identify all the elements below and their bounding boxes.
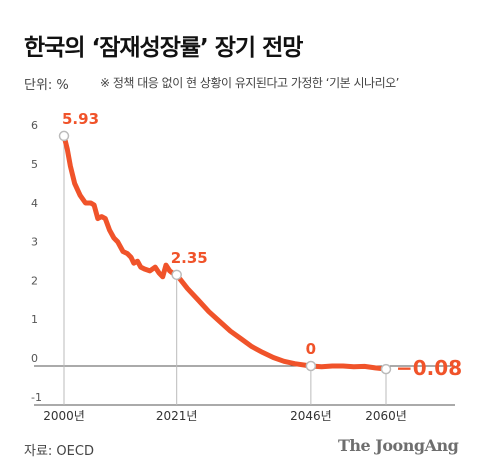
y-tick-label: 5	[31, 158, 38, 171]
data-point-marker	[380, 363, 392, 375]
y-tick-label: 0	[31, 352, 38, 365]
x-tick-label: 2060년	[365, 409, 407, 423]
data-label: −0.08	[396, 356, 462, 380]
chart-title: 한국의 ‘잠재성장률’ 장기 전망	[24, 35, 303, 61]
x-tick-label: 2000년	[43, 409, 85, 423]
y-tick-label: -1	[31, 391, 42, 404]
data-label: 0	[306, 340, 316, 358]
x-tick-label: 2021년	[156, 409, 198, 423]
scenario-note: ※ 정책 대응 없이 현 상황이 유지된다고 가정한 ‘기본 시나리오’	[100, 76, 399, 90]
publisher-logo: The JoongAng	[338, 436, 459, 455]
data-point-marker	[305, 360, 317, 372]
unit-label: 단위: %	[24, 78, 69, 93]
y-tick-label: 1	[31, 313, 38, 326]
x-tick-label: 2046년	[290, 409, 332, 423]
y-tick-label: 3	[31, 236, 38, 249]
y-tick-label: 6	[31, 119, 38, 132]
y-tick-label: 4	[31, 197, 38, 210]
data-label: 2.35	[171, 249, 208, 267]
data-point-marker	[171, 269, 182, 281]
y-tick-label: 2	[31, 274, 38, 287]
source-label: 자료: OECD	[24, 444, 94, 459]
series-line	[61, 133, 389, 372]
data-point-marker	[58, 130, 70, 142]
data-label: 5.93	[62, 110, 99, 128]
